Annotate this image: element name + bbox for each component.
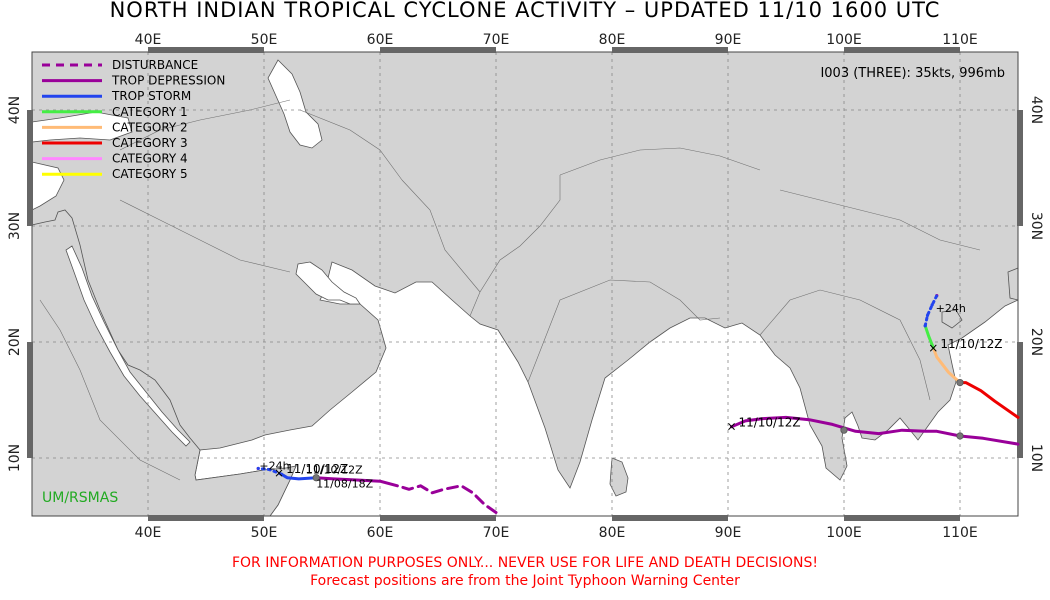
frame-bar-top bbox=[612, 47, 728, 53]
lat-label-right: 30N bbox=[1028, 212, 1044, 240]
lat-label-left: 20N bbox=[7, 328, 23, 356]
track-segment bbox=[395, 484, 498, 514]
hainan bbox=[941, 309, 963, 329]
arabian-peninsula bbox=[31, 209, 297, 517]
border-line bbox=[759, 289, 931, 401]
disclaimer-line-1: FOR INFORMATION PURPOSES ONLY... NEVER U… bbox=[231, 555, 819, 571]
track-label: 11/10/12Z bbox=[738, 416, 800, 430]
taiwan-coast bbox=[1007, 267, 1019, 301]
map-grid bbox=[32, 52, 1018, 516]
lon-label-bottom: 50E bbox=[251, 525, 278, 541]
frame-bar-bottom bbox=[612, 515, 728, 521]
position-dot bbox=[312, 474, 320, 482]
lon-label-bottom: 80E bbox=[599, 525, 626, 541]
lon-label-bottom: 100E bbox=[826, 525, 862, 541]
border-line bbox=[39, 299, 181, 481]
border-line bbox=[779, 189, 981, 251]
track-label: 11/08/18Z bbox=[316, 478, 373, 491]
legend-label: TROP DEPRESSION bbox=[111, 74, 225, 88]
landmass-africa-eurasia bbox=[31, 51, 1019, 517]
frame-border bbox=[31, 51, 1019, 517]
forecast-track bbox=[256, 466, 283, 476]
lon-label-top: 80E bbox=[599, 32, 626, 48]
position-marker: × bbox=[928, 341, 938, 355]
map-frame bbox=[27, 47, 1023, 521]
position-dot bbox=[840, 426, 848, 434]
position-marker: × bbox=[274, 466, 284, 480]
track-label: +24h bbox=[936, 302, 966, 315]
track-label: 11/10/12Z bbox=[306, 464, 363, 477]
frame-bar-bottom bbox=[844, 515, 960, 521]
lat-label-left: 40N bbox=[7, 96, 23, 124]
track-label: 11/10/12Z bbox=[940, 337, 1002, 351]
frame-bar-left bbox=[27, 110, 33, 226]
disclaimer-line-2: Forecast positions are from the Joint Ty… bbox=[310, 573, 740, 589]
chart-title: NORTH INDIAN TROPICAL CYCLONE ACTIVITY –… bbox=[109, 0, 941, 22]
legend-label: CATEGORY 1 bbox=[112, 105, 188, 119]
frame-bar-top bbox=[844, 47, 960, 53]
track-segment bbox=[958, 381, 1020, 419]
track-label: 11/10/12Z bbox=[286, 462, 348, 476]
axis-labels: 40E 40E 50E 50E 60E 60E 70E 70E 80E 80E 90E 90E 100E… bbox=[7, 32, 1044, 541]
lon-label-top: 100E bbox=[826, 32, 862, 48]
border-line bbox=[299, 109, 403, 181]
lat-label-left: 10N bbox=[7, 444, 23, 472]
lat-label-right: 40N bbox=[1028, 96, 1044, 124]
frame-bar-bottom bbox=[148, 515, 264, 521]
lon-label-top: 90E bbox=[715, 32, 742, 48]
track-label: +24h bbox=[259, 460, 289, 473]
position-dot bbox=[956, 432, 964, 440]
lon-label-bottom: 110E bbox=[942, 525, 978, 541]
track-segment bbox=[730, 415, 1020, 446]
position-marker: × bbox=[726, 420, 736, 434]
border-line bbox=[119, 99, 291, 151]
lon-label-bottom: 70E bbox=[483, 525, 510, 541]
frame-bar-bottom bbox=[380, 515, 496, 521]
legend-label: TROP STORM bbox=[111, 89, 191, 103]
lon-label-top: 50E bbox=[251, 32, 278, 48]
lat-label-right: 20N bbox=[1028, 328, 1044, 356]
sri-lanka bbox=[609, 457, 629, 497]
political-borders bbox=[39, 99, 981, 481]
lon-label-top: 110E bbox=[942, 32, 978, 48]
legend-label: CATEGORY 2 bbox=[112, 120, 188, 134]
credit-label: UM/RSMAS bbox=[42, 490, 118, 506]
border-line bbox=[559, 147, 761, 176]
border-line bbox=[527, 279, 721, 383]
track-segment bbox=[314, 476, 399, 488]
legend-label: CATEGORY 3 bbox=[112, 136, 188, 150]
position-dot bbox=[956, 378, 964, 387]
storm-tracks bbox=[256, 294, 1020, 514]
frame-bar-top bbox=[148, 47, 264, 53]
frame-bar-left bbox=[27, 342, 33, 458]
lon-label-top: 70E bbox=[483, 32, 510, 48]
legend-label: DISTURBANCE bbox=[112, 58, 198, 72]
persian-gulf bbox=[295, 261, 361, 305]
red-sea bbox=[65, 245, 191, 447]
lon-label-top: 60E bbox=[367, 32, 394, 48]
lat-label-right: 10N bbox=[1028, 444, 1044, 472]
track-segment bbox=[931, 346, 962, 385]
caspian-sea bbox=[267, 59, 323, 149]
frame-bar-right bbox=[1017, 110, 1023, 226]
border-line bbox=[401, 179, 481, 293]
lon-label-bottom: 40E bbox=[135, 525, 162, 541]
legend-label: CATEGORY 5 bbox=[112, 167, 188, 181]
lon-label-bottom: 90E bbox=[715, 525, 742, 541]
lat-label-left: 30N bbox=[7, 212, 23, 240]
legend-label: CATEGORY 4 bbox=[112, 152, 188, 166]
forecast-track bbox=[923, 294, 939, 328]
storm-info: I003 (THREE): 35kts, 996mb bbox=[820, 66, 1005, 81]
track-segment bbox=[923, 324, 935, 350]
border-line bbox=[119, 199, 291, 273]
frame-bar-top bbox=[380, 47, 496, 53]
lon-label-top: 40E bbox=[135, 32, 162, 48]
track-segment bbox=[279, 472, 318, 481]
frame-bar-right bbox=[1017, 342, 1023, 458]
lon-label-bottom: 60E bbox=[367, 525, 394, 541]
